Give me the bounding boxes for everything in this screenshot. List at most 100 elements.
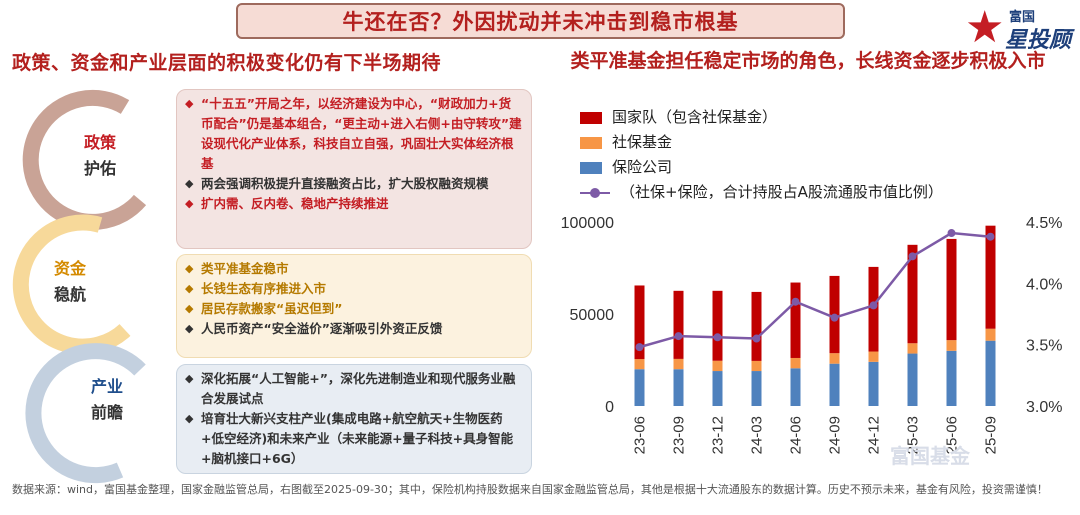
policy-item-3: 扩内需、反内卷、稳地产持续推进 xyxy=(201,196,389,211)
legend-label-national: 国家队（包含社保基金） xyxy=(612,108,778,126)
industry-box: ◆ 深化拓展“人工智能+”，深化先进制造业和现代服务业融合发展试点 ◆ 培育壮大新兴… xyxy=(176,364,532,474)
legend-swatch-insurance xyxy=(580,161,602,174)
list-item: ◆ 深化拓展“人工智能+”，深化先进制造业和现代服务业融合发展试点 xyxy=(185,369,523,409)
bar-national xyxy=(985,225,996,329)
bar-insurance xyxy=(868,361,879,406)
legend-swatch-ratio xyxy=(580,187,610,199)
legend-label-social: 社保基金 xyxy=(612,133,673,151)
list-item: ◆ 两会强调积极提升直接融资占比，扩大股权融资规模 xyxy=(185,174,523,194)
legend-item: 保险公司 xyxy=(580,155,943,180)
policy-item-2: 两会强调积极提升直接融资占比，扩大股权融资规模 xyxy=(201,176,489,191)
chart-legend: 国家队（包含社保基金） 社保基金 保险公司 （社保+保险，合计持股占A股流通股市… xyxy=(580,105,943,205)
arc-label-policy: 政策 护佑 xyxy=(55,130,145,182)
x-tick-label: 23-06 xyxy=(632,416,649,454)
arc-industry xyxy=(25,343,146,484)
legend-item: 国家队（包含社保基金） xyxy=(580,105,943,130)
bar-social xyxy=(907,343,918,354)
bar-national xyxy=(946,238,957,341)
legend-item: （社保+保险，合计持股占A股流通股市值比例） xyxy=(580,180,943,205)
ratio-point xyxy=(986,232,995,241)
watermark: 富国基金 xyxy=(890,444,970,468)
left-title: 政策、资金和产业层面的积极变化仍有下半场期待 xyxy=(12,52,442,74)
bar-insurance xyxy=(712,371,723,406)
legend-swatch-national xyxy=(580,111,602,124)
bar-national xyxy=(790,282,801,358)
x-tick-label: 24-06 xyxy=(788,416,805,454)
bar-national xyxy=(673,290,684,359)
arc-policy-l1: 政策 xyxy=(83,133,116,152)
list-item: ◆ “十五五”开局之年，以经济建设为中心，“财政加力+货币配合”仍是基本组合，“更… xyxy=(185,94,523,174)
y-right-tick-label: 4.0% xyxy=(1026,276,1062,293)
capital-box: ◆ 类平准基金稳市 ◆ 长钱生态有序推进入市 ◆ 居民存款搬家“虽迟但到” ◆ 人民币资… xyxy=(176,254,532,358)
x-tick-label: 25-06 xyxy=(944,416,961,454)
legend-label-ratio: （社保+保险，合计持股占A股流通股市值比例） xyxy=(620,183,943,201)
list-item: ◆ 人民币资产“安全溢价”逐渐吸引外资正反馈 xyxy=(185,319,523,339)
x-tick-label: 24-12 xyxy=(866,416,883,454)
bar-insurance xyxy=(907,353,918,406)
arc-industry-l2: 前瞻 xyxy=(90,403,123,422)
arc-policy-l2: 护佑 xyxy=(83,159,116,178)
bar-insurance xyxy=(829,363,840,406)
x-tick-label: 23-12 xyxy=(710,416,727,454)
bar-national xyxy=(712,290,723,361)
capital-item-2: 长钱生态有序推进入市 xyxy=(201,281,327,296)
y-right-tick-label: 4.5% xyxy=(1026,215,1062,232)
industry-item-2: 培育壮大新兴支柱产业(集成电路+航空航天+生物医药+低空经济)和未来产业（未来能… xyxy=(201,411,514,466)
list-item: ◆ 培育壮大新兴支柱产业(集成电路+航空航天+生物医药+低空经济)和未来产业（未来… xyxy=(185,409,523,469)
y-left-tick-label: 100000 xyxy=(561,215,614,232)
x-tick-label: 24-03 xyxy=(749,416,766,454)
bar-national xyxy=(907,244,918,344)
x-tick-label: 25-03 xyxy=(905,416,922,454)
x-tick-label: 24-09 xyxy=(827,416,844,454)
bar-insurance xyxy=(634,369,645,406)
ratio-point xyxy=(908,252,917,261)
ratio-point xyxy=(869,301,878,310)
legend-item: 社保基金 xyxy=(580,130,943,155)
ratio-point xyxy=(947,229,956,238)
star-icon: ★ xyxy=(965,2,1005,53)
bar-national xyxy=(751,291,762,361)
bar-social xyxy=(712,360,723,372)
bar-social xyxy=(985,328,996,341)
bar-social xyxy=(946,340,957,351)
footer-note: 数据来源：wind，富国基金整理，国家金融监管总局，右图截至2025-09-30… xyxy=(12,483,1048,496)
ratio-point xyxy=(713,333,722,342)
bar-insurance xyxy=(673,369,684,406)
x-tick-label: 23-09 xyxy=(671,416,688,454)
list-item: ◆ 长钱生态有序推进入市 xyxy=(185,279,523,299)
brand-small: 富国 xyxy=(1009,10,1036,25)
bar-insurance xyxy=(985,340,996,406)
y-left-tick-label: 50000 xyxy=(570,307,615,324)
arc-label-industry: 产业 前瞻 xyxy=(62,374,152,426)
policy-box: ◆ “十五五”开局之年，以经济建设为中心，“财政加力+货币配合”仍是基本组合，“更… xyxy=(176,89,532,249)
ratio-point xyxy=(830,313,839,322)
list-item: ◆ 类平准基金稳市 xyxy=(185,259,523,279)
y-left-tick-label: 0 xyxy=(605,399,614,416)
bar-social xyxy=(829,353,840,364)
y-right-tick-label: 3.5% xyxy=(1026,338,1062,355)
list-item: ◆ 居民存款搬家“虽迟但到” xyxy=(185,299,523,319)
arc-industry-l1: 产业 xyxy=(90,377,123,396)
ratio-line xyxy=(639,231,991,349)
bar-insurance xyxy=(790,368,801,406)
bar-social xyxy=(634,359,645,370)
capital-item-3: 居民存款搬家“虽迟但到” xyxy=(201,301,343,316)
bar-social xyxy=(868,351,879,362)
arc-policy xyxy=(22,89,147,230)
industry-item-1: 深化拓展“人工智能+”，深化先进制造业和现代服务业融合发展试点 xyxy=(201,371,516,406)
legend-swatch-social xyxy=(580,136,602,149)
arc-label-capital: 资金 稳航 xyxy=(25,256,115,308)
page-title: 牛还在否？外因扰动并未冲击到稳市根基 xyxy=(236,3,845,39)
legend-label-insurance: 保险公司 xyxy=(612,158,673,176)
brand-logo: ★ 富国 星投顾 xyxy=(965,2,1075,54)
capital-item-4: 人民币资产“安全溢价”逐渐吸引外资正反馈 xyxy=(201,321,443,336)
ratio-point xyxy=(674,332,683,341)
brand-big: 星投顾 xyxy=(1005,28,1072,53)
stacked-bar-chart: 0 50000 100000 3.0% 3.5% 4.0% 4.5% 23-06 23-09 23… xyxy=(561,215,1063,454)
arc-capital-l2: 稳航 xyxy=(53,285,86,304)
x-tick-label: 25-09 xyxy=(983,416,1000,454)
bar-insurance xyxy=(751,371,762,406)
bar-national xyxy=(634,285,645,360)
ratio-point xyxy=(635,343,644,352)
arc-decoration xyxy=(12,89,147,484)
